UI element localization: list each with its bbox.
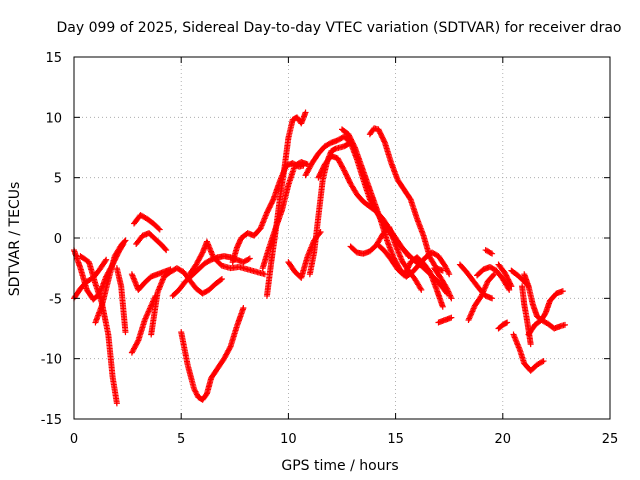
data-point (508, 283, 515, 290)
series-trace (134, 230, 169, 253)
series-trace-31 (495, 319, 511, 332)
x-tick-label: 0 (70, 432, 78, 447)
series-trace (148, 265, 224, 336)
series-trace-8 (133, 230, 170, 254)
x-tick-label: 15 (387, 432, 404, 447)
x-tick-label: 5 (177, 432, 185, 447)
series-trace (431, 266, 454, 300)
series-trace-13 (186, 238, 268, 278)
series-trace-34 (521, 271, 566, 324)
series-trace-25 (431, 265, 455, 302)
series-trace-32 (482, 247, 496, 257)
series-trace (129, 266, 173, 292)
y-tick-label: 10 (45, 111, 62, 126)
series-trace (511, 332, 546, 373)
series-trace (436, 315, 454, 325)
series-trace-4 (92, 237, 129, 326)
y-axis-label: SDTVAR / TECUs (7, 182, 23, 297)
series-trace (170, 253, 252, 298)
axis-ticks: 0 5 10 15 20 25 -15 -10 -5 0 5 10 15 (41, 51, 619, 447)
data-points (71, 109, 568, 407)
series-trace (114, 266, 129, 334)
series-trace (496, 320, 510, 331)
series-trace-16 (263, 109, 309, 299)
x-axis-label: GPS time / hours (281, 458, 398, 474)
y-tick-label: 15 (45, 51, 62, 66)
series-trace (475, 264, 512, 292)
series-trace (466, 272, 497, 322)
y-tick-label: 0 (54, 232, 62, 247)
series-trace (348, 225, 424, 292)
series-trace-26 (435, 314, 455, 326)
series-trace (526, 317, 567, 337)
data-point (315, 174, 322, 181)
series-trace (264, 110, 309, 298)
series-trace-27 (456, 261, 496, 302)
series-trace (519, 284, 534, 346)
series-trace (376, 243, 446, 309)
y-tick-label: 5 (54, 172, 62, 187)
y-tick-label: -15 (41, 413, 62, 428)
series-trace (131, 212, 162, 232)
series-trace-7 (131, 212, 163, 233)
series-trace (286, 230, 323, 280)
x-tick-label: 20 (495, 432, 512, 447)
x-tick-label: 25 (602, 432, 619, 447)
chart-title: Day 099 of 2025, Sidereal Day-to-day VTE… (56, 20, 621, 36)
series-trace-30 (495, 261, 515, 290)
series-trace (367, 125, 445, 274)
series-trace-29 (474, 263, 513, 293)
series-trace-36 (525, 317, 568, 338)
series-trace (496, 262, 514, 288)
series-trace (187, 239, 267, 277)
series-trace-6 (128, 266, 174, 293)
data-point (448, 295, 455, 302)
series-trace-35 (510, 331, 547, 374)
y-tick-label: -10 (41, 353, 62, 368)
series-trace (178, 306, 246, 403)
series-trace-37 (519, 283, 534, 348)
series-trace-22 (366, 125, 446, 274)
series-trace-12 (178, 304, 247, 403)
series-trace-24 (375, 242, 446, 310)
y-tick-label: -5 (49, 292, 62, 307)
series-trace-9 (128, 292, 159, 356)
series-trace-5 (113, 265, 129, 336)
series-trace (92, 238, 128, 325)
series-trace-11 (169, 253, 253, 299)
x-tick-label: 10 (280, 432, 297, 447)
series-trace (129, 294, 158, 355)
series-trace (483, 247, 494, 256)
